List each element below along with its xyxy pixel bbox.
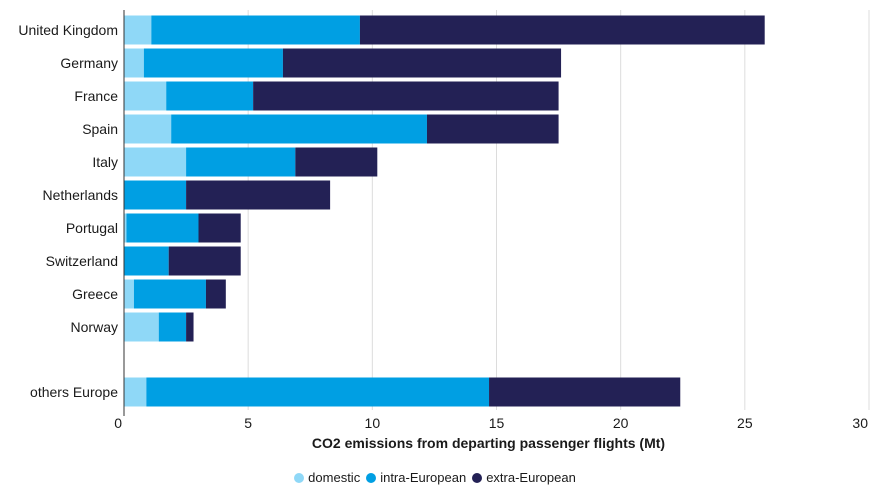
legend-item: extra-European — [472, 469, 576, 487]
bar-segment — [124, 213, 127, 243]
category-label: others Europe — [30, 384, 118, 400]
category-label: Portugal — [66, 220, 118, 236]
bar-segment — [124, 279, 134, 309]
legend-swatch — [294, 473, 305, 483]
bar-segment — [146, 377, 490, 407]
bar-segment — [489, 377, 681, 407]
x-tick-label: 10 — [365, 415, 381, 431]
legend-label: intra-European — [380, 470, 467, 485]
x-tick-label: 25 — [737, 415, 753, 431]
x-axis-title: CO2 emissions from departing passenger f… — [312, 435, 665, 451]
bar-segment — [158, 312, 187, 342]
legend-label: extra-European — [486, 470, 576, 485]
x-tick-label: 5 — [244, 415, 252, 431]
bar-segment — [186, 147, 296, 177]
bar-segment — [126, 213, 199, 243]
bars — [124, 15, 765, 407]
legend-item: intra-European — [366, 469, 466, 487]
bar-segment — [168, 246, 241, 276]
bar-segment — [151, 15, 360, 45]
bar-segment — [124, 15, 152, 45]
bar-segment — [186, 180, 331, 210]
legend-swatch — [472, 473, 483, 483]
x-tick-label: 15 — [489, 415, 505, 431]
bar-segment — [295, 147, 378, 177]
category-label: Norway — [71, 319, 118, 335]
legend: domestic intra-European extra-European — [0, 469, 870, 487]
bar-segment — [133, 279, 206, 309]
bar-segment — [124, 81, 167, 111]
bar-segment — [124, 180, 187, 210]
x-tick-label: 30 — [852, 415, 868, 431]
bar-segment — [124, 114, 172, 144]
bar-segment — [124, 377, 147, 407]
category-label: Italy — [92, 154, 118, 170]
legend-label: domestic — [308, 470, 361, 485]
bar-segment — [124, 312, 159, 342]
bar-segment — [205, 279, 226, 309]
category-label: France — [74, 88, 118, 104]
category-label: Switzerland — [46, 253, 118, 269]
category-label: United Kingdom — [18, 22, 118, 38]
bar-segment — [143, 48, 283, 78]
x-tick-labels: 0 5 10 15 20 25 30 — [114, 415, 868, 431]
category-label: Greece — [72, 286, 118, 302]
bar-segment — [426, 114, 559, 144]
bar-segment — [186, 312, 194, 342]
bar-segment — [171, 114, 427, 144]
legend-swatch — [366, 473, 377, 483]
bar-segment — [253, 81, 559, 111]
bar-segment — [124, 48, 144, 78]
bar-segment — [166, 81, 254, 111]
bar-segment — [282, 48, 562, 78]
bar-segment — [359, 15, 765, 45]
bar-segment — [124, 246, 169, 276]
x-tick-label: 0 — [114, 415, 122, 431]
bar-segment — [124, 147, 187, 177]
category-label: Netherlands — [43, 187, 119, 203]
category-labels: United Kingdom Germany France Spain Italy Net… — [18, 22, 118, 400]
category-label: Spain — [82, 121, 118, 137]
category-label: Germany — [60, 55, 118, 71]
legend-item: domestic — [294, 469, 360, 487]
bar-segment — [198, 213, 241, 243]
x-tick-label: 20 — [613, 415, 629, 431]
